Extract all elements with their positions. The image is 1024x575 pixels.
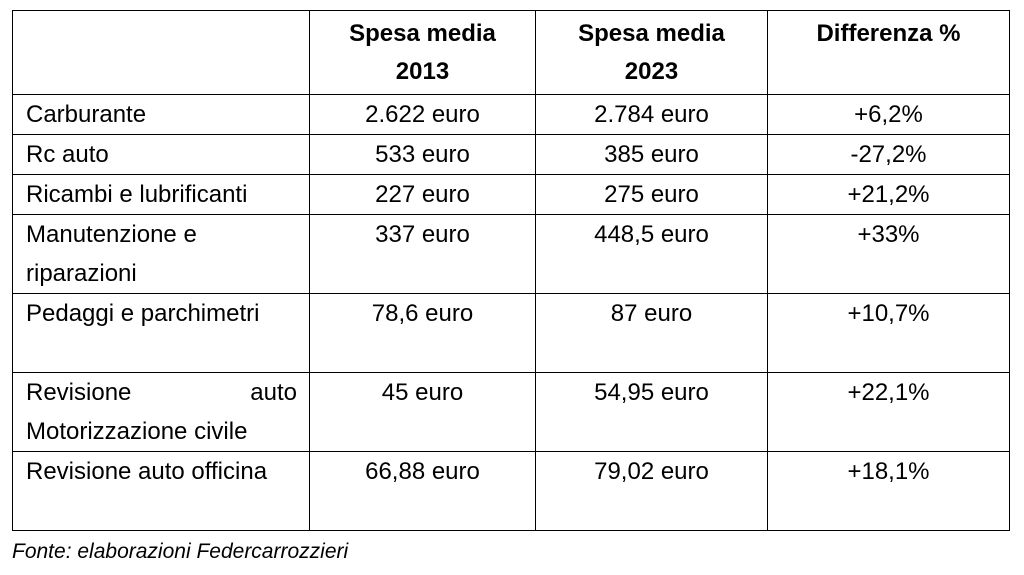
table-row: Carburante 2.622 euro 2.784 euro +6,2% <box>12 94 1010 135</box>
table-row: Rc auto 533 euro 385 euro -27,2% <box>12 134 1010 175</box>
cell-spesa-2023: 275 euro <box>535 174 768 215</box>
table-header-row: Spesa media 2013 Spesa media 2023 Differ… <box>12 10 1010 95</box>
table-row: Revisione auto officina 66,88 euro 79,02… <box>12 451 1010 531</box>
header-line: 2023 <box>624 58 679 85</box>
row-label: Pedaggi e parchimetri <box>12 293 310 373</box>
header-empty-cell <box>12 10 310 95</box>
cell-spesa-2013: 533 euro <box>309 134 536 175</box>
cell-differenza: +33% <box>767 214 1010 294</box>
row-label: Revisione auto officina <box>12 451 310 531</box>
cell-differenza: +22,1% <box>767 372 1010 452</box>
cell-spesa-2023: 54,95 euro <box>535 372 768 452</box>
header-line: Spesa media <box>349 20 496 47</box>
row-label: Carburante <box>12 94 310 135</box>
cell-spesa-2013: 78,6 euro <box>309 293 536 373</box>
row-label: Manutenzione e riparazioni <box>12 214 310 294</box>
cell-spesa-2023: 385 euro <box>535 134 768 175</box>
cell-spesa-2023: 87 euro <box>535 293 768 373</box>
header-line: Spesa media <box>578 20 725 47</box>
cell-spesa-2013: 227 euro <box>309 174 536 215</box>
row-label: Ricambi e lubrificanti <box>12 174 310 215</box>
source-note: Fonte: elaborazioni Federcarrozzieri <box>12 540 349 563</box>
row-label: Revisione auto Motorizzazione civile <box>12 372 310 452</box>
cell-spesa-2013: 2.622 euro <box>309 94 536 135</box>
cell-spesa-2013: 337 euro <box>309 214 536 294</box>
header-line: 2013 <box>395 58 450 85</box>
cell-differenza: +10,7% <box>767 293 1010 373</box>
cost-comparison-table: Spesa media 2013 Spesa media 2023 Differ… <box>12 10 1010 531</box>
header-spesa-2023: Spesa media 2023 <box>535 10 768 95</box>
cell-differenza: +6,2% <box>767 94 1010 135</box>
table-row: Ricambi e lubrificanti 227 euro 275 euro… <box>12 174 1010 215</box>
cell-spesa-2023: 79,02 euro <box>535 451 768 531</box>
header-spesa-2013: Spesa media 2013 <box>309 10 536 95</box>
cell-spesa-2023: 2.784 euro <box>535 94 768 135</box>
cell-differenza: +21,2% <box>767 174 1010 215</box>
table-row: Pedaggi e parchimetri 78,6 euro 87 euro … <box>12 293 1010 373</box>
table-row: Revisione auto Motorizzazione civile 45 … <box>12 372 1010 452</box>
header-line: Differenza % <box>816 20 961 47</box>
cell-spesa-2013: 66,88 euro <box>309 451 536 531</box>
cell-differenza: -27,2% <box>767 134 1010 175</box>
cell-spesa-2023: 448,5 euro <box>535 214 768 294</box>
row-label: Rc auto <box>12 134 310 175</box>
cell-spesa-2013: 45 euro <box>309 372 536 452</box>
table-row: Manutenzione e riparazioni 337 euro 448,… <box>12 214 1010 294</box>
cell-differenza: +18,1% <box>767 451 1010 531</box>
header-differenza: Differenza % <box>767 10 1010 95</box>
